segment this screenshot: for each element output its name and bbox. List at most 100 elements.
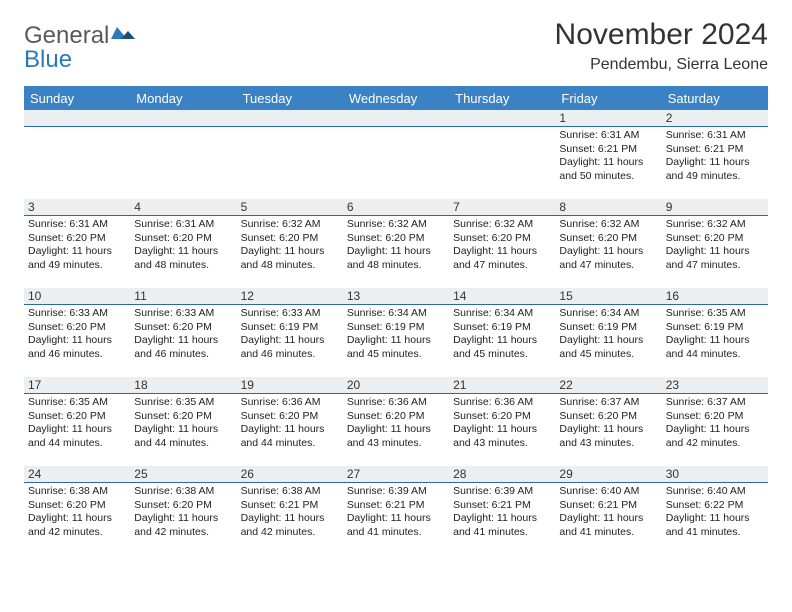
day-cell: Sunrise: 6:32 AMSunset: 6:20 PMDaylight:… [662,216,768,288]
day-cell: Sunrise: 6:32 AMSunset: 6:20 PMDaylight:… [343,216,449,288]
sunset-text: Sunset: 6:20 PM [666,232,764,246]
day-number [24,110,130,127]
sunrise-text: Sunrise: 6:38 AM [241,485,339,499]
weekday-header: Saturday [662,87,768,111]
daylight-text: Daylight: 11 hours and 41 minutes. [347,512,445,539]
day-number: 22 [555,377,661,394]
day-cell: Sunrise: 6:37 AMSunset: 6:20 PMDaylight:… [555,394,661,466]
day-cell: Sunrise: 6:33 AMSunset: 6:19 PMDaylight:… [237,305,343,377]
day-cell: Sunrise: 6:32 AMSunset: 6:20 PMDaylight:… [555,216,661,288]
sunset-text: Sunset: 6:19 PM [559,321,657,335]
sunset-text: Sunset: 6:20 PM [347,410,445,424]
day-number: 9 [662,199,768,216]
day-cell: Sunrise: 6:35 AMSunset: 6:20 PMDaylight:… [24,394,130,466]
weekday-header: Wednesday [343,87,449,111]
weekday-header: Tuesday [237,87,343,111]
day-cell: Sunrise: 6:34 AMSunset: 6:19 PMDaylight:… [343,305,449,377]
day-cell: Sunrise: 6:31 AMSunset: 6:20 PMDaylight:… [24,216,130,288]
day-cell: Sunrise: 6:38 AMSunset: 6:20 PMDaylight:… [130,483,236,555]
sunrise-text: Sunrise: 6:37 AM [559,396,657,410]
sunset-text: Sunset: 6:21 PM [347,499,445,513]
weekday-header: Sunday [24,87,130,111]
day-number: 5 [237,199,343,216]
sunset-text: Sunset: 6:20 PM [559,232,657,246]
sunrise-text: Sunrise: 6:40 AM [666,485,764,499]
sunset-text: Sunset: 6:19 PM [241,321,339,335]
daylight-text: Daylight: 11 hours and 50 minutes. [559,156,657,183]
daynum-row: 3456789 [24,199,768,216]
day-cell: Sunrise: 6:39 AMSunset: 6:21 PMDaylight:… [449,483,555,555]
sunset-text: Sunset: 6:20 PM [134,232,232,246]
week-row: Sunrise: 6:31 AMSunset: 6:21 PMDaylight:… [24,127,768,199]
day-cell [237,127,343,199]
daylight-text: Daylight: 11 hours and 46 minutes. [241,334,339,361]
day-cell: Sunrise: 6:38 AMSunset: 6:20 PMDaylight:… [24,483,130,555]
week-row: Sunrise: 6:35 AMSunset: 6:20 PMDaylight:… [24,394,768,466]
weekday-header: Friday [555,87,661,111]
daynum-row: 17181920212223 [24,377,768,394]
week-row: Sunrise: 6:31 AMSunset: 6:20 PMDaylight:… [24,216,768,288]
daylight-text: Daylight: 11 hours and 49 minutes. [666,156,764,183]
day-number: 7 [449,199,555,216]
day-number: 25 [130,466,236,483]
day-number: 27 [343,466,449,483]
day-cell: Sunrise: 6:40 AMSunset: 6:22 PMDaylight:… [662,483,768,555]
sunset-text: Sunset: 6:19 PM [347,321,445,335]
sunrise-text: Sunrise: 6:36 AM [347,396,445,410]
week-row: Sunrise: 6:38 AMSunset: 6:20 PMDaylight:… [24,483,768,555]
sunrise-text: Sunrise: 6:31 AM [666,129,764,143]
day-cell [343,127,449,199]
day-cell: Sunrise: 6:36 AMSunset: 6:20 PMDaylight:… [449,394,555,466]
daylight-text: Daylight: 11 hours and 48 minutes. [347,245,445,272]
day-number: 20 [343,377,449,394]
weekday-header-row: SundayMondayTuesdayWednesdayThursdayFrid… [24,87,768,111]
logo: General Blue [24,24,135,72]
day-cell [24,127,130,199]
daylight-text: Daylight: 11 hours and 42 minutes. [241,512,339,539]
sunrise-text: Sunrise: 6:33 AM [28,307,126,321]
sunrise-text: Sunrise: 6:32 AM [453,218,551,232]
logo-word1: General [24,22,109,49]
day-number: 26 [237,466,343,483]
sunset-text: Sunset: 6:20 PM [453,410,551,424]
sunset-text: Sunset: 6:20 PM [28,321,126,335]
sunrise-text: Sunrise: 6:37 AM [666,396,764,410]
day-cell: Sunrise: 6:38 AMSunset: 6:21 PMDaylight:… [237,483,343,555]
sunset-text: Sunset: 6:20 PM [453,232,551,246]
sunset-text: Sunset: 6:20 PM [134,321,232,335]
sunrise-text: Sunrise: 6:36 AM [241,396,339,410]
sunrise-text: Sunrise: 6:31 AM [559,129,657,143]
sunrise-text: Sunrise: 6:33 AM [134,307,232,321]
daylight-text: Daylight: 11 hours and 48 minutes. [134,245,232,272]
day-cell: Sunrise: 6:35 AMSunset: 6:20 PMDaylight:… [130,394,236,466]
sunrise-text: Sunrise: 6:34 AM [559,307,657,321]
daylight-text: Daylight: 11 hours and 47 minutes. [666,245,764,272]
location: Pendembu, Sierra Leone [555,56,768,74]
day-cell [130,127,236,199]
sunset-text: Sunset: 6:22 PM [666,499,764,513]
day-number: 8 [555,199,661,216]
day-number: 18 [130,377,236,394]
daylight-text: Daylight: 11 hours and 44 minutes. [28,423,126,450]
sunset-text: Sunset: 6:20 PM [559,410,657,424]
daylight-text: Daylight: 11 hours and 43 minutes. [453,423,551,450]
sunrise-text: Sunrise: 6:35 AM [666,307,764,321]
daylight-text: Daylight: 11 hours and 47 minutes. [559,245,657,272]
sunrise-text: Sunrise: 6:31 AM [28,218,126,232]
day-cell: Sunrise: 6:32 AMSunset: 6:20 PMDaylight:… [449,216,555,288]
day-cell: Sunrise: 6:31 AMSunset: 6:21 PMDaylight:… [555,127,661,199]
sunrise-text: Sunrise: 6:32 AM [666,218,764,232]
sunrise-text: Sunrise: 6:32 AM [347,218,445,232]
daylight-text: Daylight: 11 hours and 41 minutes. [666,512,764,539]
daynum-row: 24252627282930 [24,466,768,483]
day-number: 30 [662,466,768,483]
sunset-text: Sunset: 6:20 PM [28,410,126,424]
day-cell: Sunrise: 6:31 AMSunset: 6:20 PMDaylight:… [130,216,236,288]
sunrise-text: Sunrise: 6:39 AM [347,485,445,499]
weekday-header: Thursday [449,87,555,111]
sunrise-text: Sunrise: 6:39 AM [453,485,551,499]
sunset-text: Sunset: 6:19 PM [453,321,551,335]
day-number [130,110,236,127]
daylight-text: Daylight: 11 hours and 42 minutes. [134,512,232,539]
day-cell: Sunrise: 6:32 AMSunset: 6:20 PMDaylight:… [237,216,343,288]
